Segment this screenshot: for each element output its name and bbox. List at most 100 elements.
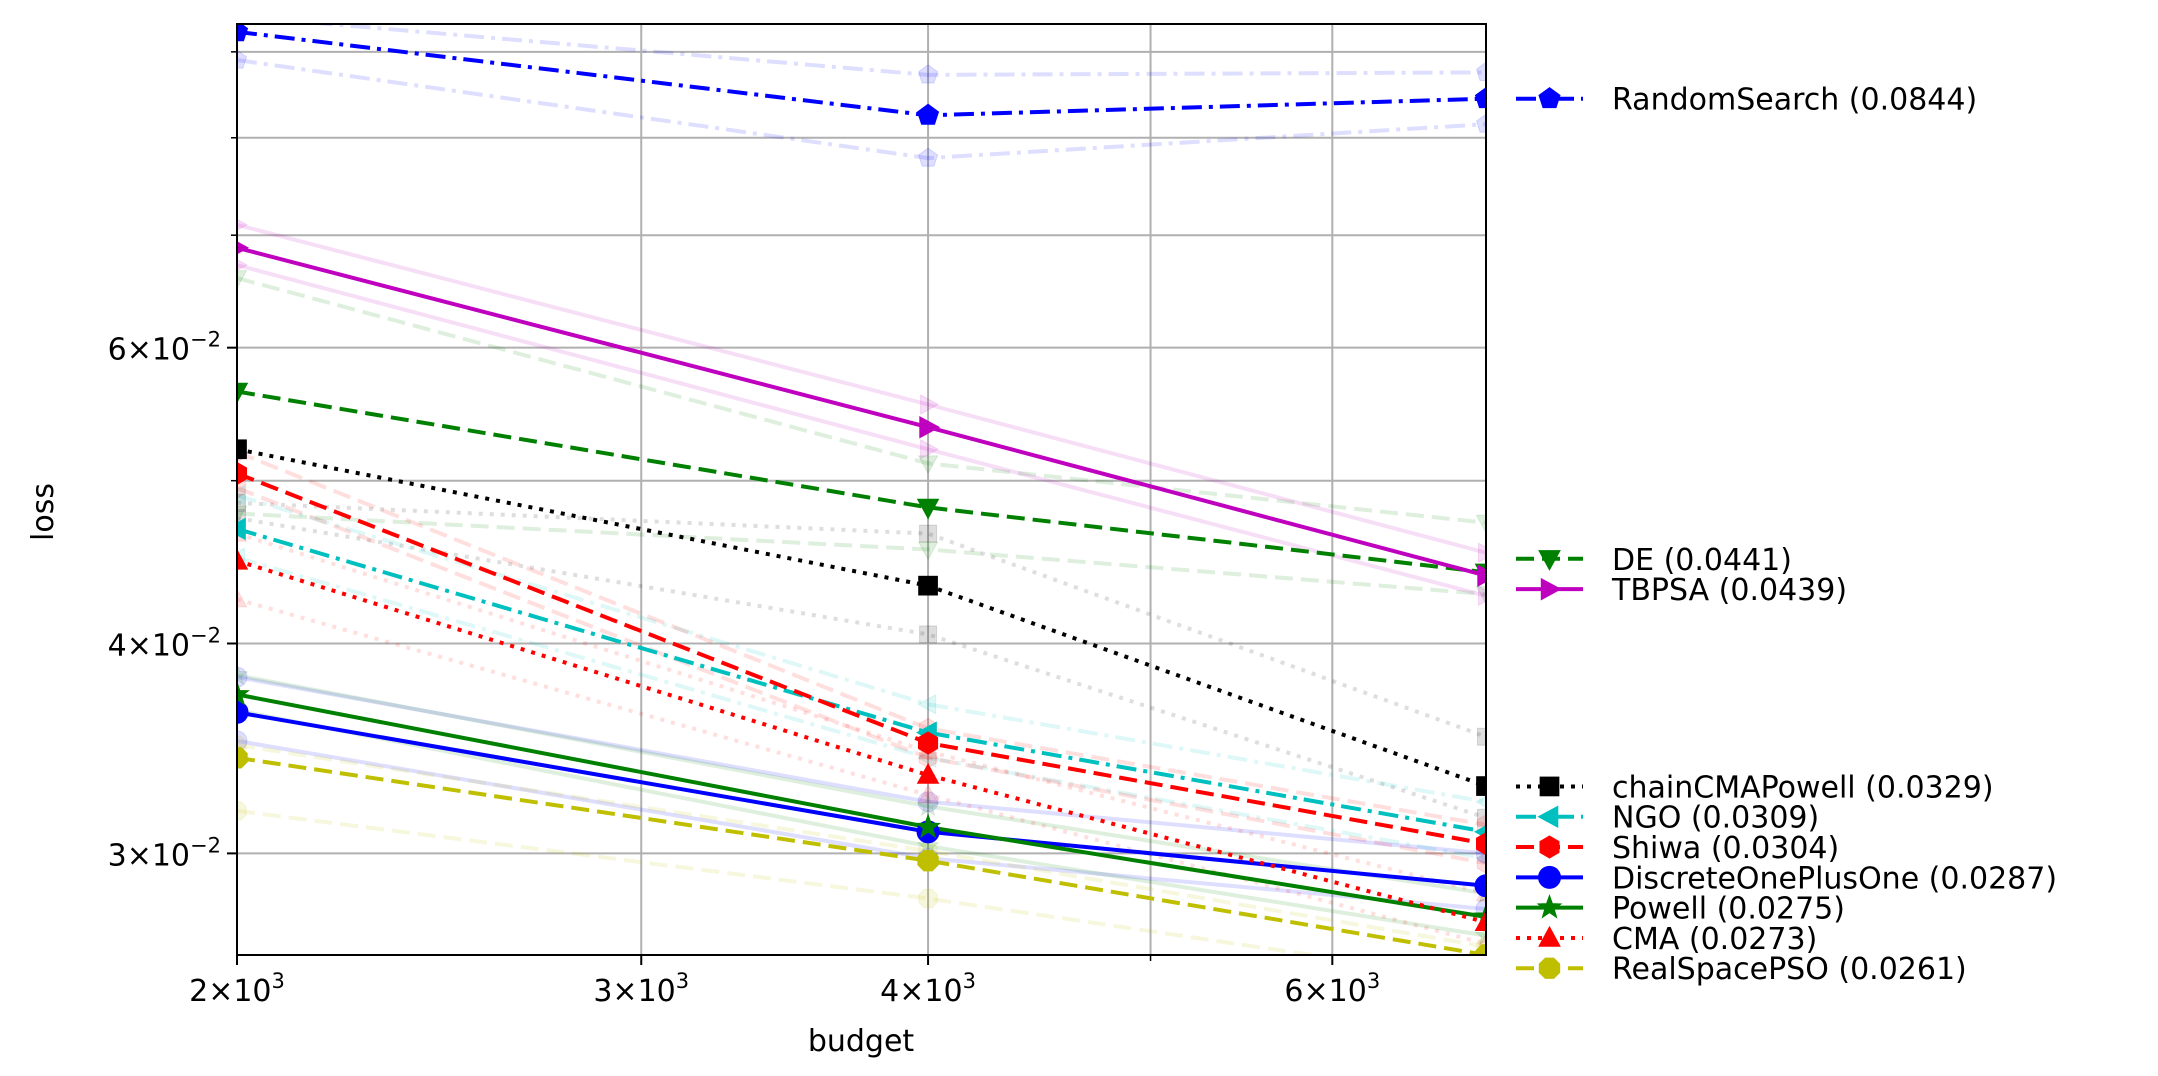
band-point-realspacepso: [237, 801, 247, 821]
data-point-tbpsa: [919, 415, 941, 439]
data-point-ngo: [237, 517, 246, 541]
band-point-chaincmapowell: [1477, 727, 1486, 746]
data-point-tbpsa: [1477, 564, 1486, 587]
series-band-ngo: [237, 555, 1486, 861]
series-line-realspacepso: [237, 755, 1486, 955]
data-point-shiwa: [918, 731, 939, 755]
series-band-powell: [237, 673, 1486, 896]
legend-label-shiwa: Shiwa (0.0304): [1612, 831, 1839, 866]
series-band-realspacepso: [237, 808, 1326, 955]
data-point-cma: [237, 548, 249, 570]
legend-label-discreteoneplusone: DiscreteOnePlusOne (0.0287): [1612, 861, 2057, 896]
x-axis-ticks: 2×103 3×103 4×103 6×103: [189, 955, 1380, 1009]
band-point-ngo: [237, 485, 245, 506]
series-band-cma: [237, 597, 1486, 946]
y-tick-label: 4×10−2: [108, 623, 221, 663]
legend-label-tbpsa: TBPSA (0.0439): [1611, 573, 1847, 608]
band-point-randomsearch: [1475, 61, 1486, 81]
legend-label-cma: CMA (0.0273): [1612, 922, 1817, 957]
band-point-chaincmapowell: [1477, 808, 1486, 827]
series-band-realspacepso: [237, 743, 1486, 949]
band-point-cma: [917, 783, 939, 803]
band-point-discreteoneplusone: [237, 730, 248, 752]
data-point-de: [916, 498, 940, 520]
legend-marker-discreteoneplusone: [1538, 865, 1561, 889]
series-band-tbpsa: [237, 263, 1486, 598]
x-tick-label: 4×103: [880, 969, 976, 1009]
band-point-de: [917, 455, 939, 475]
band-point-powell: [916, 793, 940, 817]
band-point-ngo: [1474, 795, 1486, 808]
legend-marker-randomsearch: [1538, 87, 1561, 109]
y-axis-label: loss: [26, 483, 61, 541]
legend: RandomSearch (0.0844) DE (0.0441)TBPSA (0…: [1516, 83, 2057, 987]
band-point-de: [917, 541, 939, 561]
series-markers: [237, 24, 1486, 955]
band-point-de: [237, 270, 248, 290]
data-point-discreteoneplusone: [1474, 874, 1486, 898]
series-band-de: [237, 511, 1486, 597]
legend-marker-shiwa: [1539, 835, 1560, 859]
legend-label-chaincmapowell: chainCMAPowell (0.0329): [1612, 770, 1994, 805]
data-point-realspacepso: [1475, 944, 1486, 955]
series-band-randomsearch: [237, 58, 1486, 161]
data-point-randomsearch: [237, 24, 249, 42]
legend-label-de: DE (0.0441): [1612, 543, 1792, 578]
data-point-de: [237, 382, 249, 404]
band-point-realspacepso: [1477, 971, 1495, 989]
legend-marker-chaincmapowell: [1539, 776, 1560, 797]
band-point-chaincmapowell: [237, 493, 246, 512]
band-point-powell: [1474, 923, 1486, 946]
x-axis-label: budget: [808, 1024, 915, 1059]
band-point-tbpsa: [1478, 585, 1486, 607]
data-point-cma: [1474, 910, 1486, 931]
series-line-ngo: [237, 526, 1486, 834]
band-point-de: [1475, 586, 1486, 606]
y-axis-ticks: 3×10−2 4×10−2 6×10−2: [108, 51, 237, 873]
series-line-de: [237, 389, 1486, 575]
data-point-chaincmapowell: [918, 575, 938, 596]
band-point-de: [237, 505, 248, 525]
series-band-tbpsa: [237, 222, 1486, 555]
band-point-randomsearch: [918, 64, 939, 84]
legend-marker-realspacepso: [1538, 957, 1561, 979]
series-band-discreteoneplusone: [237, 675, 1486, 856]
grid-lines: [237, 24, 1486, 955]
data-point-cma: [916, 763, 940, 784]
band-point-randomsearch: [237, 49, 248, 69]
series-band-powell: [237, 708, 1486, 938]
x-tick-label: 3×103: [593, 969, 689, 1009]
band-point-chaincmapowell: [919, 524, 938, 543]
data-point-powell: [237, 680, 250, 706]
band-point-cma: [237, 588, 248, 608]
legend-label-realspacepso: RealSpacePSO (0.0261): [1612, 952, 1967, 987]
data-point-randomsearch: [1474, 87, 1486, 109]
legend-marker-cma: [1538, 925, 1561, 947]
band-point-ngo: [917, 693, 937, 715]
plot-frame: [236, 23, 1487, 956]
band-point-randomsearch: [237, 24, 244, 25]
y-tick-label: 6×10−2: [108, 328, 221, 368]
legend-marker-powell: [1536, 894, 1563, 919]
data-point-chaincmapowell: [237, 439, 247, 460]
band-point-realspacepso: [918, 888, 938, 909]
band-point-powell: [237, 662, 249, 686]
band-point-chaincmapowell: [919, 625, 938, 644]
data-point-discreteoneplusone: [237, 700, 249, 724]
data-point-shiwa: [1476, 832, 1486, 856]
data-point-chaincmapowell: [1476, 776, 1486, 796]
data-point-realspacepso: [917, 850, 939, 872]
band-point-de: [1475, 514, 1486, 534]
band-point-randomsearch: [1475, 113, 1486, 133]
data-point-powell: [915, 813, 942, 839]
legend-label-randomsearch: RandomSearch (0.0844): [1612, 83, 1977, 118]
series-band-chaincmapowell: [237, 516, 1486, 820]
data-point-realspacepso: [237, 747, 248, 769]
x-tick-label: 2×103: [189, 969, 285, 1009]
legend-marker-de: [1538, 550, 1561, 571]
y-tick-label: 3×10−2: [108, 833, 221, 873]
series-band-randomsearch: [305, 24, 1486, 77]
legend-label-ngo: NGO (0.0309): [1612, 801, 1819, 836]
band-point-tbpsa: [237, 218, 249, 231]
